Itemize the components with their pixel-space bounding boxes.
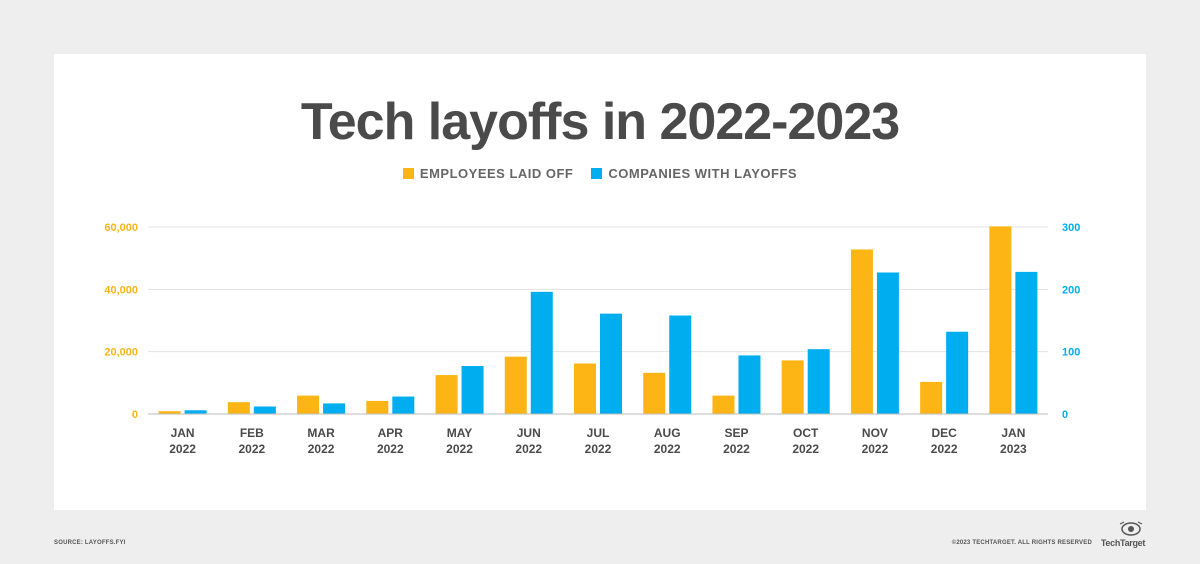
x-tick-label-month: MAR [307, 426, 335, 440]
y-left-tick-label: 40,000 [104, 284, 138, 296]
x-tick-label-year: 2022 [862, 442, 889, 456]
bar-employees-laid-off [504, 356, 527, 414]
bar-employees-laid-off [920, 381, 943, 414]
y-right-tick-label: 200 [1062, 284, 1080, 296]
techtarget-logo: TechTarget [1098, 521, 1148, 551]
x-tick-label-month: AUG [654, 426, 681, 440]
x-tick-label-month: DEC [931, 426, 957, 440]
x-tick-label-month: JUL [587, 426, 610, 440]
y-right-tick-label: 300 [1062, 222, 1080, 234]
x-tick-label-year: 2022 [238, 442, 265, 456]
x-tick-label-year: 2022 [654, 442, 681, 456]
x-tick-label-year: 2022 [515, 442, 542, 456]
bar-companies-with-layoffs [323, 403, 346, 414]
x-tick-label-year: 2022 [377, 442, 404, 456]
bar-employees-laid-off [850, 249, 873, 414]
bar-employees-laid-off [574, 363, 596, 414]
bar-employees-laid-off [158, 411, 181, 414]
legend-label-employees: EMPLOYEES LAID OFF [419, 166, 574, 181]
bar-employees-laid-off [366, 400, 389, 414]
brand-text: TechTarget [1100, 538, 1146, 548]
x-tick-label-month: SEP [724, 426, 748, 440]
x-tick-label-year: 2022 [585, 442, 612, 456]
x-tick-label-year: 2023 [1000, 442, 1027, 456]
bar-employees-laid-off [435, 375, 458, 414]
legend-label-companies: COMPANIES WITH LAYOFFS [608, 166, 798, 181]
legend-item-employees: EMPLOYEES LAID OFF [402, 166, 574, 181]
chart-card [54, 54, 1146, 510]
chart-title: Tech layoffs in 2022-2023 [300, 93, 900, 151]
source-note: SOURCE: LAYOFFS.FYI [54, 540, 126, 546]
x-tick-label-month: JUN [517, 426, 541, 440]
bar-companies-with-layoffs [669, 315, 692, 414]
bar-companies-with-layoffs [253, 406, 276, 414]
y-right-tick-label: 0 [1062, 409, 1068, 421]
x-tick-label-month: JAN [171, 426, 195, 440]
bar-companies-with-layoffs [807, 349, 830, 414]
x-tick-label-month: APR [378, 426, 404, 440]
bar-companies-with-layoffs [461, 366, 484, 414]
bar-companies-with-layoffs [876, 272, 899, 414]
x-tick-label-year: 2022 [723, 442, 750, 456]
x-tick-label-month: FEB [240, 426, 264, 440]
y-left-tick-label: 0 [132, 409, 138, 421]
y-right-tick-label: 100 [1062, 347, 1080, 359]
x-tick-label-month: MAY [447, 426, 473, 440]
bar-companies-with-layoffs [738, 355, 761, 414]
x-tick-label-month: NOV [862, 426, 888, 440]
y-left-tick-label: 20,000 [104, 347, 138, 359]
bar-employees-laid-off [781, 360, 804, 414]
bar-employees-laid-off [227, 402, 250, 414]
bar-companies-with-layoffs [184, 410, 207, 414]
bar-companies-with-layoffs [600, 313, 622, 414]
bar-companies-with-layoffs [530, 291, 553, 414]
x-tick-label-year: 2022 [931, 442, 958, 456]
x-tick-label-year: 2022 [792, 442, 819, 456]
bar-employees-laid-off [712, 395, 735, 414]
legend-swatch-companies [591, 168, 603, 179]
bar-employees-laid-off [989, 226, 1012, 414]
y-left-tick-label: 60,000 [104, 222, 138, 234]
x-tick-label-year: 2022 [446, 442, 473, 456]
x-tick-label-year: 2022 [308, 442, 335, 456]
bar-companies-with-layoffs [1015, 271, 1038, 414]
x-tick-label-month: JAN [1001, 426, 1025, 440]
bar-employees-laid-off [297, 395, 320, 414]
chart-legend: EMPLOYEES LAID OFF COMPANIES WITH LAYOFF… [0, 166, 1200, 181]
copyright-note: ©2023 TECHTARGET. ALL RIGHTS RESERVED [951, 540, 1092, 546]
x-tick-label-month: OCT [793, 426, 819, 440]
bar-companies-with-layoffs [392, 396, 415, 414]
eye-icon [1119, 521, 1143, 536]
x-tick-label-year: 2022 [169, 442, 196, 456]
bar-employees-laid-off [643, 372, 666, 414]
legend-item-companies: COMPANIES WITH LAYOFFS [591, 166, 797, 181]
bar-companies-with-layoffs [946, 331, 969, 414]
legend-swatch-employees [402, 168, 414, 179]
